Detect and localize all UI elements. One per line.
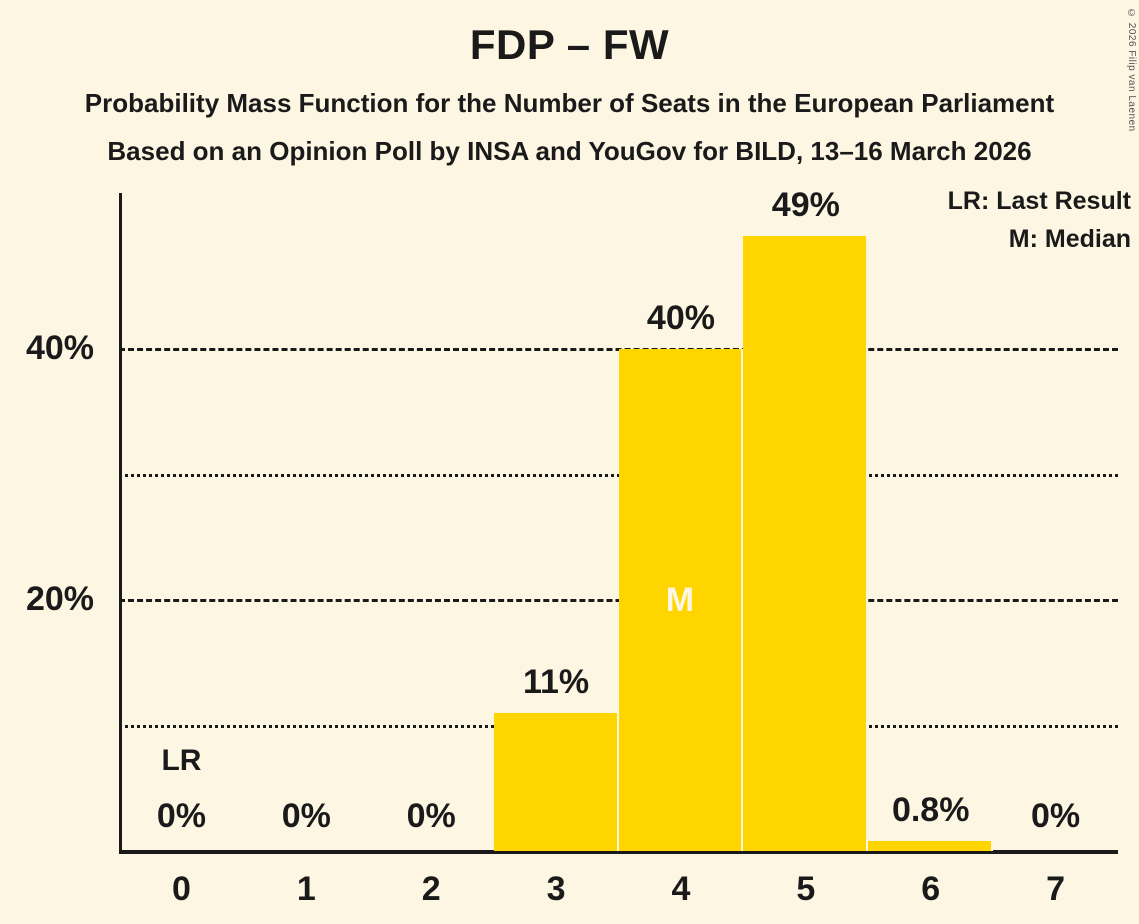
page-title: FDP – FW [469, 21, 670, 68]
copyright-notice: © 2026 Filip van Laenen [1126, 8, 1137, 132]
bar-value-label-2: 0% [406, 797, 456, 835]
legend-item-median: M: Median [1008, 225, 1131, 253]
bar-value-label-4: 40% [646, 299, 715, 337]
y-axis-tick-label: 20% [25, 580, 94, 618]
x-axis-tick-label-4: 4 [671, 870, 691, 908]
x-axis-line [119, 850, 1118, 854]
chart-subtitle-source: Based on an Opinion Poll by INSA and You… [107, 136, 1032, 166]
y-axis-tick-label: 40% [25, 329, 94, 367]
x-axis-tick-label-1: 1 [296, 870, 316, 908]
bar-value-label-6: 0.8% [891, 790, 970, 829]
legend-item-last-result: LR: Last Result [947, 187, 1131, 215]
bar-value-label-3: 11% [522, 662, 590, 701]
bar-value-label-0: 0% [156, 797, 206, 835]
chart-subtitle-primary: Probability Mass Function for the Number… [84, 88, 1055, 118]
bar-seats-3[interactable] [493, 712, 619, 851]
x-axis-tick-label-7: 7 [1046, 870, 1066, 908]
bar-seats-5[interactable] [743, 236, 869, 851]
bar-value-label-7: 0% [1030, 797, 1081, 835]
bar-seats-6[interactable] [868, 840, 994, 851]
bar-seats-4[interactable]: M [618, 349, 744, 851]
chart-legend: LR: Last Result M: Median [948, 182, 1131, 258]
last-result-marker: LR [161, 744, 202, 777]
bar-value-label-1: 0% [281, 797, 331, 835]
x-axis-tick-label-5: 5 [796, 870, 816, 908]
x-axis-tick-label-6: 6 [921, 870, 941, 908]
x-axis-tick-label-2: 2 [421, 870, 441, 908]
y-axis-line [119, 193, 122, 852]
bar-value-label-5: 49% [771, 186, 840, 225]
x-axis-tick-label-3: 3 [546, 870, 566, 908]
median-marker: M [665, 581, 695, 619]
x-axis-tick-label-0: 0 [171, 870, 191, 908]
